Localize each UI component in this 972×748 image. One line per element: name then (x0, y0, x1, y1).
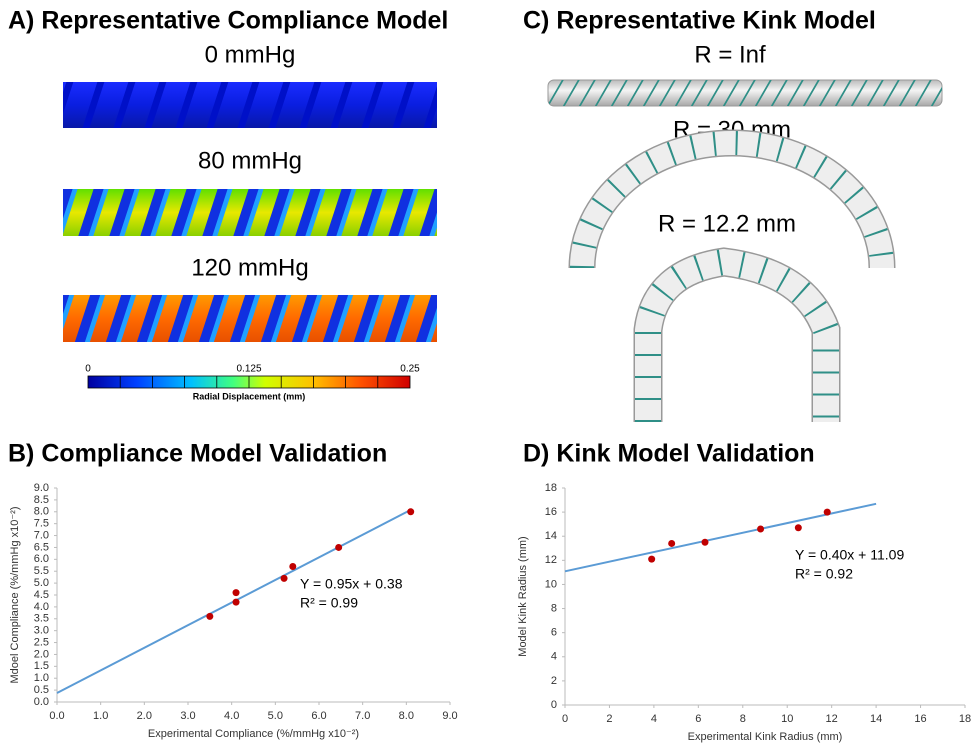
x-tick-label: 4.0 (224, 710, 239, 722)
y-tick-label: 5.0 (34, 577, 49, 589)
x-tick-label: 8 (740, 713, 746, 725)
y-tick-label: 2 (551, 675, 557, 687)
data-point (335, 544, 342, 551)
data-point (795, 524, 802, 531)
x-tick-label: 9.0 (442, 710, 457, 722)
colorbar-tick-label: 0 (85, 364, 91, 375)
x-tick-label: 18 (959, 713, 971, 725)
y-tick-label: 6.5 (34, 541, 49, 553)
y-axis-title: Mdoel Compliance (%/mmHg x10⁻²) (9, 507, 21, 684)
tube-label: 0 mmHg (205, 41, 296, 68)
x-tick-label: 6 (695, 713, 701, 725)
chart-title: D) Kink Model Validation (523, 440, 815, 468)
kinked-tube (648, 262, 826, 422)
x-tick-label: 0 (562, 713, 568, 725)
y-tick-label: 8.5 (34, 494, 49, 506)
tube-0mmhg (63, 82, 437, 128)
data-point (281, 575, 288, 582)
x-tick-label: 1.0 (93, 710, 108, 722)
y-tick-label: 0.5 (34, 684, 49, 696)
y-tick-label: 9.0 (34, 482, 49, 494)
y-tick-label: 1.0 (34, 672, 49, 684)
y-tick-label: 7.0 (34, 529, 49, 541)
figure: A) Representative Compliance Model 0 mmH… (0, 0, 972, 748)
y-tick-label: 16 (545, 506, 557, 518)
chart-title: B) Compliance Model Validation (8, 440, 387, 468)
equation: Y = 0.40x + 11.09 (795, 547, 904, 563)
y-tick-label: 4.5 (34, 589, 49, 601)
x-axis-title: Experimental Compliance (%/mmHg x10⁻²) (148, 728, 359, 740)
x-tick-label: 12 (826, 713, 838, 725)
y-tick-label: 5.5 (34, 565, 49, 577)
colorbar-label: Radial Displacement (mm) (193, 391, 306, 401)
y-tick-label: 6.0 (34, 553, 49, 565)
y-tick-label: 2.5 (34, 636, 49, 648)
data-point (648, 556, 655, 563)
tube-label: 80 mmHg (198, 147, 302, 174)
data-point (407, 508, 414, 515)
y-tick-label: 0.0 (34, 696, 49, 708)
y-tick-label: 4 (551, 651, 557, 663)
y-tick-label: 3.5 (34, 613, 49, 625)
y-tick-label: 8.0 (34, 506, 49, 518)
tube-label: R = Inf (694, 41, 766, 68)
y-tick-label: 8 (551, 602, 557, 614)
tube-label: R = 12.2 mm (658, 210, 796, 237)
data-point (233, 599, 240, 606)
data-point (702, 539, 709, 546)
x-tick-label: 2.0 (137, 710, 152, 722)
y-axis-title: Model Kink Radius (mm) (517, 536, 529, 656)
data-point (289, 563, 296, 570)
y-tick-label: 7.5 (34, 518, 49, 530)
data-point (233, 589, 240, 596)
x-tick-label: 10 (781, 713, 793, 725)
x-axis-title: Experimental Kink Radius (mm) (688, 731, 843, 743)
y-tick-label: 4.0 (34, 601, 49, 613)
x-tick-label: 2 (606, 713, 612, 725)
data-point (668, 540, 675, 547)
y-tick-label: 14 (545, 530, 557, 542)
tube-80mmhg (63, 189, 437, 236)
x-tick-label: 4 (651, 713, 657, 725)
x-tick-label: 16 (914, 713, 926, 725)
x-tick-label: 6.0 (311, 710, 326, 722)
colorbar-tick-label: 0.25 (400, 364, 420, 375)
x-tick-label: 5.0 (268, 710, 283, 722)
x-tick-label: 3.0 (180, 710, 195, 722)
equation: Y = 0.95x + 0.38 (300, 576, 403, 592)
equation: R² = 0.99 (300, 595, 358, 611)
y-tick-label: 1.5 (34, 660, 49, 672)
panel-title: C) Representative Kink Model (523, 7, 876, 35)
y-tick-label: 2.0 (34, 648, 49, 660)
y-tick-label: 10 (545, 578, 557, 590)
y-tick-label: 18 (545, 482, 557, 494)
equation: R² = 0.92 (795, 566, 853, 582)
panel-title: A) Representative Compliance Model (8, 7, 448, 35)
straight-tube (548, 80, 942, 106)
y-tick-label: 12 (545, 554, 557, 566)
x-tick-label: 7.0 (355, 710, 370, 722)
y-tick-label: 0 (551, 699, 557, 711)
colorbar-tick-label: 0.125 (236, 364, 261, 375)
y-tick-label: 6 (551, 627, 557, 639)
data-point (824, 509, 831, 516)
x-tick-label: 8.0 (399, 710, 414, 722)
tube-120mmhg (63, 295, 437, 342)
data-point (757, 525, 764, 532)
x-tick-label: 14 (870, 713, 882, 725)
y-tick-label: 3.0 (34, 625, 49, 637)
tube-label: 120 mmHg (191, 254, 308, 281)
x-tick-label: 0.0 (49, 710, 64, 722)
data-point (206, 613, 213, 620)
